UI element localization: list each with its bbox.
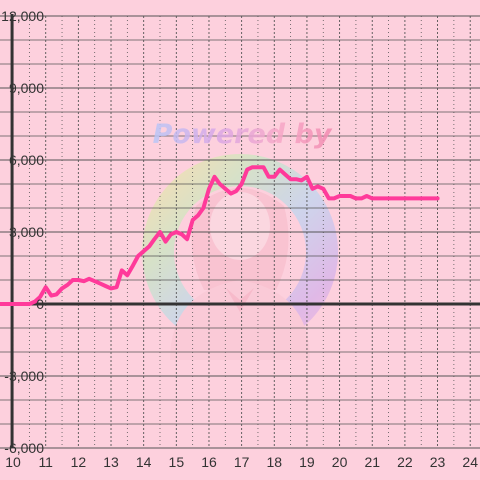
x-tick-label: 15 — [169, 454, 185, 470]
x-tick-label: 12 — [71, 454, 87, 470]
y-tick-label: 3,000 — [9, 224, 44, 240]
major-grid — [0, 15, 480, 449]
x-tick-label: 17 — [234, 454, 250, 470]
watermark-text: Powered by — [153, 119, 333, 150]
x-tick-label: 13 — [103, 454, 119, 470]
series-line — [0, 165, 440, 306]
x-tick-label: 19 — [299, 454, 315, 470]
y-tick-label: 12,000 — [1, 8, 44, 24]
axes — [0, 14, 480, 448]
series-layer — [0, 165, 440, 306]
y-tick-label: 0 — [36, 296, 44, 312]
x-tick-labels: 10 11 12 13 14 15 16 17 18 19 20 21 22 23 24 — [5, 454, 478, 470]
y-tick-label: -3,000 — [4, 368, 44, 384]
x-tick-label: 11 — [38, 454, 53, 470]
x-tick-label: 14 — [136, 454, 152, 470]
watermark-figure-face — [210, 192, 270, 260]
y-tick-labels: -6,000 -3,000 0 3,000 6,000 9,000 12,000 — [1, 8, 44, 456]
y-tick-label: 6,000 — [9, 152, 44, 168]
watermark-figure-body — [170, 280, 310, 360]
x-tick-label: 24 — [462, 454, 478, 470]
x-tick-label: 23 — [430, 454, 446, 470]
x-tick-label: 10 — [5, 454, 21, 470]
y-tick-label: -6,000 — [4, 440, 44, 456]
x-tick-label: 22 — [397, 454, 413, 470]
watermark-figure-ribbon — [226, 288, 254, 312]
x-tick-label: 18 — [266, 454, 282, 470]
x-tick-label: 21 — [364, 454, 380, 470]
x-tick-label: 16 — [201, 454, 217, 470]
y-tick-label: 9,000 — [9, 80, 44, 96]
x-tick-label: 20 — [332, 454, 348, 470]
